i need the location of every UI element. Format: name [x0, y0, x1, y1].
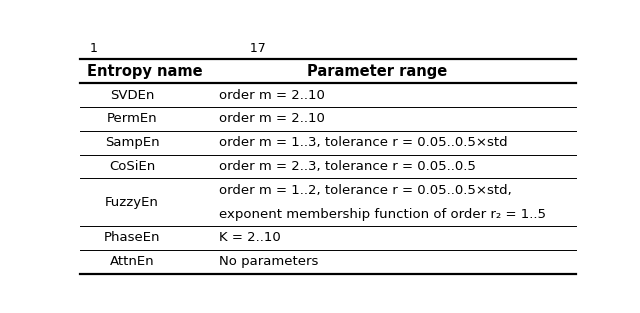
- Text: AttnEn: AttnEn: [110, 255, 154, 268]
- Text: No parameters: No parameters: [219, 255, 318, 268]
- Text: SVDEn: SVDEn: [110, 89, 154, 101]
- Text: Entropy name: Entropy name: [88, 64, 203, 79]
- Text: order m = 1..3, tolerance r = 0.05..0.5×std: order m = 1..3, tolerance r = 0.05..0.5×…: [219, 136, 508, 149]
- Text: 1                                      17: 1 17: [90, 42, 266, 55]
- Text: order m = 2..10: order m = 2..10: [219, 89, 324, 101]
- Text: order m = 2..3, tolerance r = 0.05..0.5: order m = 2..3, tolerance r = 0.05..0.5: [219, 160, 476, 173]
- Text: SampEn: SampEn: [105, 136, 159, 149]
- Text: PhaseEn: PhaseEn: [104, 232, 161, 244]
- Text: PermEn: PermEn: [107, 112, 157, 125]
- Text: CoSiEn: CoSiEn: [109, 160, 156, 173]
- Text: order m = 2..10: order m = 2..10: [219, 112, 324, 125]
- Text: Parameter range: Parameter range: [307, 64, 448, 79]
- Text: order m = 1..2, tolerance r = 0.05..0.5×std,: order m = 1..2, tolerance r = 0.05..0.5×…: [219, 184, 511, 197]
- Text: K = 2..10: K = 2..10: [219, 232, 280, 244]
- Text: FuzzyEn: FuzzyEn: [105, 196, 159, 209]
- Text: exponent membership function of order r₂ = 1..5: exponent membership function of order r₂…: [219, 208, 546, 221]
